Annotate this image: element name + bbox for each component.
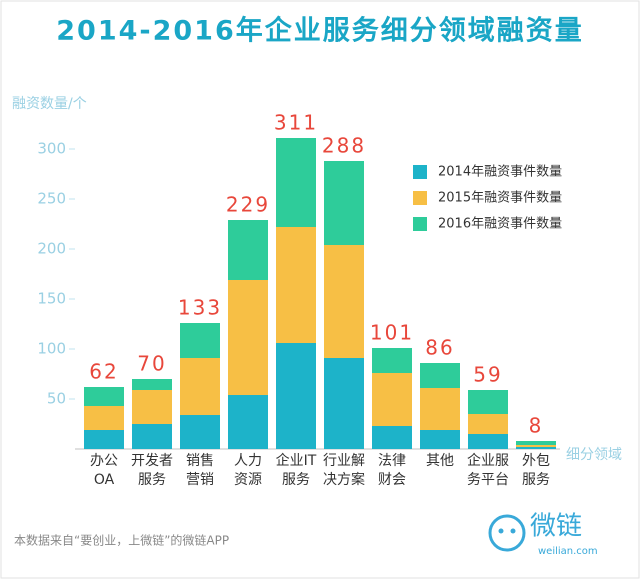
- bar-segment: [84, 406, 124, 430]
- y-tick-label: 300: [37, 140, 66, 158]
- bar-segment: [324, 161, 364, 245]
- bar-segment: [276, 138, 316, 227]
- x-tick-label: 营销: [186, 472, 214, 488]
- bar-segment: [132, 424, 172, 449]
- y-tick-label: 100: [37, 340, 66, 358]
- x-tick-label: 企业IT: [276, 452, 317, 469]
- y-tick-label: 150: [37, 290, 66, 308]
- x-tick-label: 企业服: [467, 452, 509, 469]
- bar-segment: [372, 348, 412, 373]
- bar-segment: [228, 220, 268, 280]
- x-tick-label: 决方案: [323, 471, 365, 488]
- x-tick-label: 服务: [138, 472, 166, 488]
- x-axis-label: 细分领域: [566, 447, 622, 463]
- bar-segment: [468, 414, 508, 434]
- bar-segment: [420, 363, 460, 388]
- total-label: 70: [137, 352, 166, 376]
- bar-segment: [516, 441, 556, 445]
- legend-label: 2015年融资事件数量: [438, 191, 562, 206]
- y-tick-label: 50: [47, 390, 66, 408]
- y-tick-label: 200: [37, 240, 66, 258]
- source-note: 本数据来自“要创业，上微链”的微链APP: [14, 533, 229, 548]
- logo-url: weilian.com: [538, 546, 598, 557]
- bar-segment: [132, 379, 172, 390]
- x-tick-label: 销售: [186, 453, 214, 469]
- bar-segment: [276, 343, 316, 449]
- logo: 微链 weilian.com: [488, 512, 598, 557]
- x-tick-label: OA: [94, 472, 115, 488]
- bar-segment: [324, 245, 364, 358]
- bar-segment: [372, 373, 412, 426]
- total-label: 8: [529, 414, 544, 438]
- bar-segment: [180, 415, 220, 449]
- total-label: 62: [89, 360, 118, 384]
- x-tick-label: 其他: [426, 453, 454, 469]
- x-tick-label: 外包: [522, 453, 550, 469]
- legend-label: 2014年融资事件数量: [438, 165, 562, 180]
- x-tick-label: 财会: [378, 472, 406, 488]
- total-label: 86: [425, 336, 454, 360]
- y-tick-label: 250: [37, 190, 66, 208]
- x-tick-label: 务平台: [467, 472, 509, 488]
- bar-segment: [420, 430, 460, 449]
- x-tick-label: 法律: [378, 453, 406, 469]
- bar-segment: [84, 387, 124, 406]
- total-label: 229: [226, 193, 270, 217]
- total-label: 311: [274, 111, 318, 135]
- bar-segment: [516, 445, 556, 447]
- y-axis-label: 融资数量/个: [12, 96, 87, 112]
- legend-swatch: [413, 191, 427, 205]
- chart-title: 2014-2016年企业服务细分领域融资量: [56, 15, 584, 47]
- logo-text: 微链: [530, 512, 582, 542]
- bar-segment: [228, 395, 268, 449]
- logo-eye: [510, 528, 516, 534]
- logo-icon: [488, 514, 526, 552]
- bar-segment: [420, 388, 460, 430]
- x-tick-label: 行业解: [323, 453, 365, 469]
- x-tick-label: 资源: [234, 472, 262, 488]
- logo-eye: [498, 528, 504, 534]
- legend-swatch: [413, 217, 427, 231]
- total-label: 288: [322, 134, 366, 158]
- x-tick-label: 服务: [282, 472, 310, 488]
- x-tick-label: 人力: [234, 453, 262, 469]
- bar-segment: [132, 390, 172, 424]
- x-tick-label: 服务: [522, 472, 550, 488]
- bar-segment: [324, 358, 364, 449]
- total-label: 133: [178, 296, 222, 320]
- bar-segment: [276, 227, 316, 343]
- bar-segment: [468, 434, 508, 449]
- bar-segment: [180, 323, 220, 358]
- bar-segment: [84, 430, 124, 449]
- total-label: 59: [473, 363, 502, 387]
- x-tick-label: 办公: [90, 453, 118, 469]
- bar-segment: [180, 358, 220, 415]
- bar-segment: [228, 280, 268, 395]
- bar-segment: [468, 390, 508, 414]
- bar-segment: [516, 447, 556, 449]
- total-label: 101: [370, 321, 414, 345]
- bar-segment: [372, 426, 412, 449]
- legend-label: 2016年融资事件数量: [438, 217, 562, 232]
- legend-swatch: [413, 165, 427, 179]
- x-tick-label: 开发者: [131, 453, 173, 469]
